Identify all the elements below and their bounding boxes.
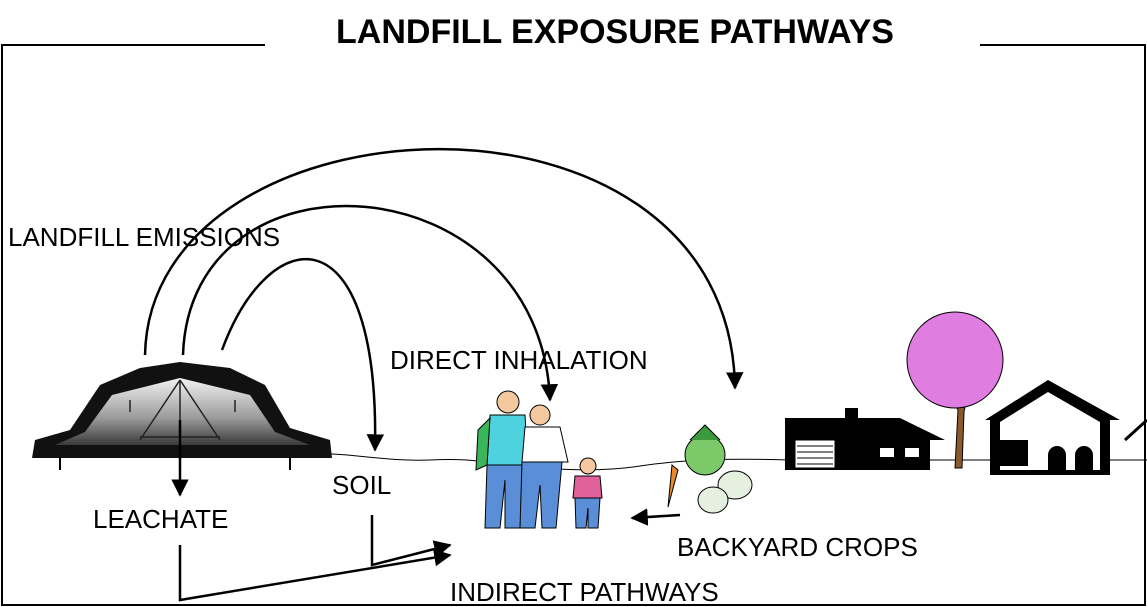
family-part xyxy=(487,415,528,465)
indirect-label: INDIRECT PATHWAYS xyxy=(450,577,719,607)
family-part xyxy=(522,427,568,462)
indirect-arrow xyxy=(180,545,450,600)
leachate-label: LEACHATE xyxy=(93,504,228,534)
house-part xyxy=(880,448,894,457)
house-part xyxy=(905,448,919,457)
crops-part xyxy=(690,425,720,440)
diagram: LANDFILL EXPOSURE PATHWAYS xyxy=(0,0,1147,607)
soil-label: SOIL xyxy=(332,470,391,500)
crops xyxy=(668,425,752,513)
family-part xyxy=(497,391,519,413)
house-part xyxy=(1000,440,1028,466)
family-part xyxy=(575,498,600,528)
house xyxy=(985,380,1147,475)
family xyxy=(476,391,602,528)
family-part xyxy=(520,462,562,528)
family-part xyxy=(573,476,602,498)
crops-part xyxy=(668,465,678,507)
house xyxy=(785,408,945,470)
page: LANDFILL EXPOSURE PATHWAYS xyxy=(0,0,1147,607)
tree-part xyxy=(907,312,1003,408)
title: LANDFILL EXPOSURE PATHWAYS xyxy=(336,13,894,51)
family-part xyxy=(580,458,596,474)
crops-part xyxy=(685,435,725,475)
house-part xyxy=(1125,420,1147,440)
landfill xyxy=(32,362,332,470)
landfill-part xyxy=(60,458,290,470)
crops-label: BACKYARD CROPS xyxy=(677,532,918,562)
family-part xyxy=(530,405,550,425)
emissions-label: LANDFILL EMISSIONS xyxy=(8,222,280,252)
inhalation-label: DIRECT INHALATION xyxy=(390,345,648,375)
crop-arrow xyxy=(632,515,680,518)
crops-part xyxy=(698,487,728,513)
